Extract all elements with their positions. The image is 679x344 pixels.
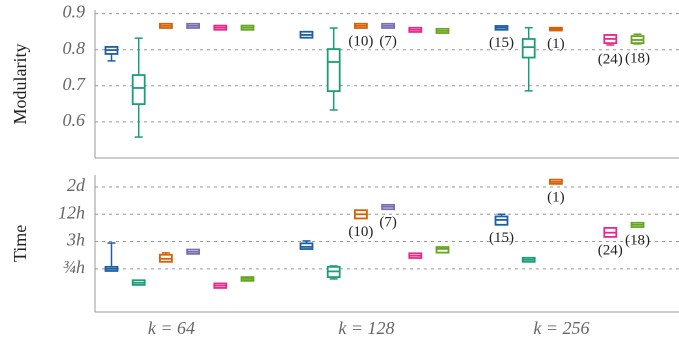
annotation: (15) [489,230,514,246]
annotation: (15) [489,35,514,51]
box [326,48,341,93]
y-axis-label: Time [10,225,30,262]
annotation: (1) [547,189,565,205]
y-tick-label: 2d [67,175,86,195]
x-tick-label: k = 128 [338,318,394,338]
y-tick-label: 0.6 [63,110,86,130]
annotation: (10) [348,224,373,240]
annotation: (1) [547,36,565,52]
box [131,74,146,106]
annotation: (10) [348,33,373,49]
x-tick-label: k = 64 [148,318,195,338]
y-axis-label: Modularity [10,44,30,125]
annotation: (18) [625,50,650,66]
box [521,38,536,59]
annotation: (7) [379,33,397,49]
annotation: (7) [379,215,397,231]
x-tick-label: k = 256 [533,318,589,338]
y-tick-label: 0.9 [63,2,86,22]
y-tick-label: 0.8 [63,38,86,58]
y-tick-label: 12h [58,202,85,222]
y-tick-label: 3h [66,230,85,250]
annotation: (24) [598,242,623,258]
y-tick-label: 0.7 [63,74,87,94]
annotation: (18) [625,232,650,248]
box [435,246,450,254]
annotation: (24) [598,51,623,67]
y-tick-label: ¾h [63,257,86,277]
